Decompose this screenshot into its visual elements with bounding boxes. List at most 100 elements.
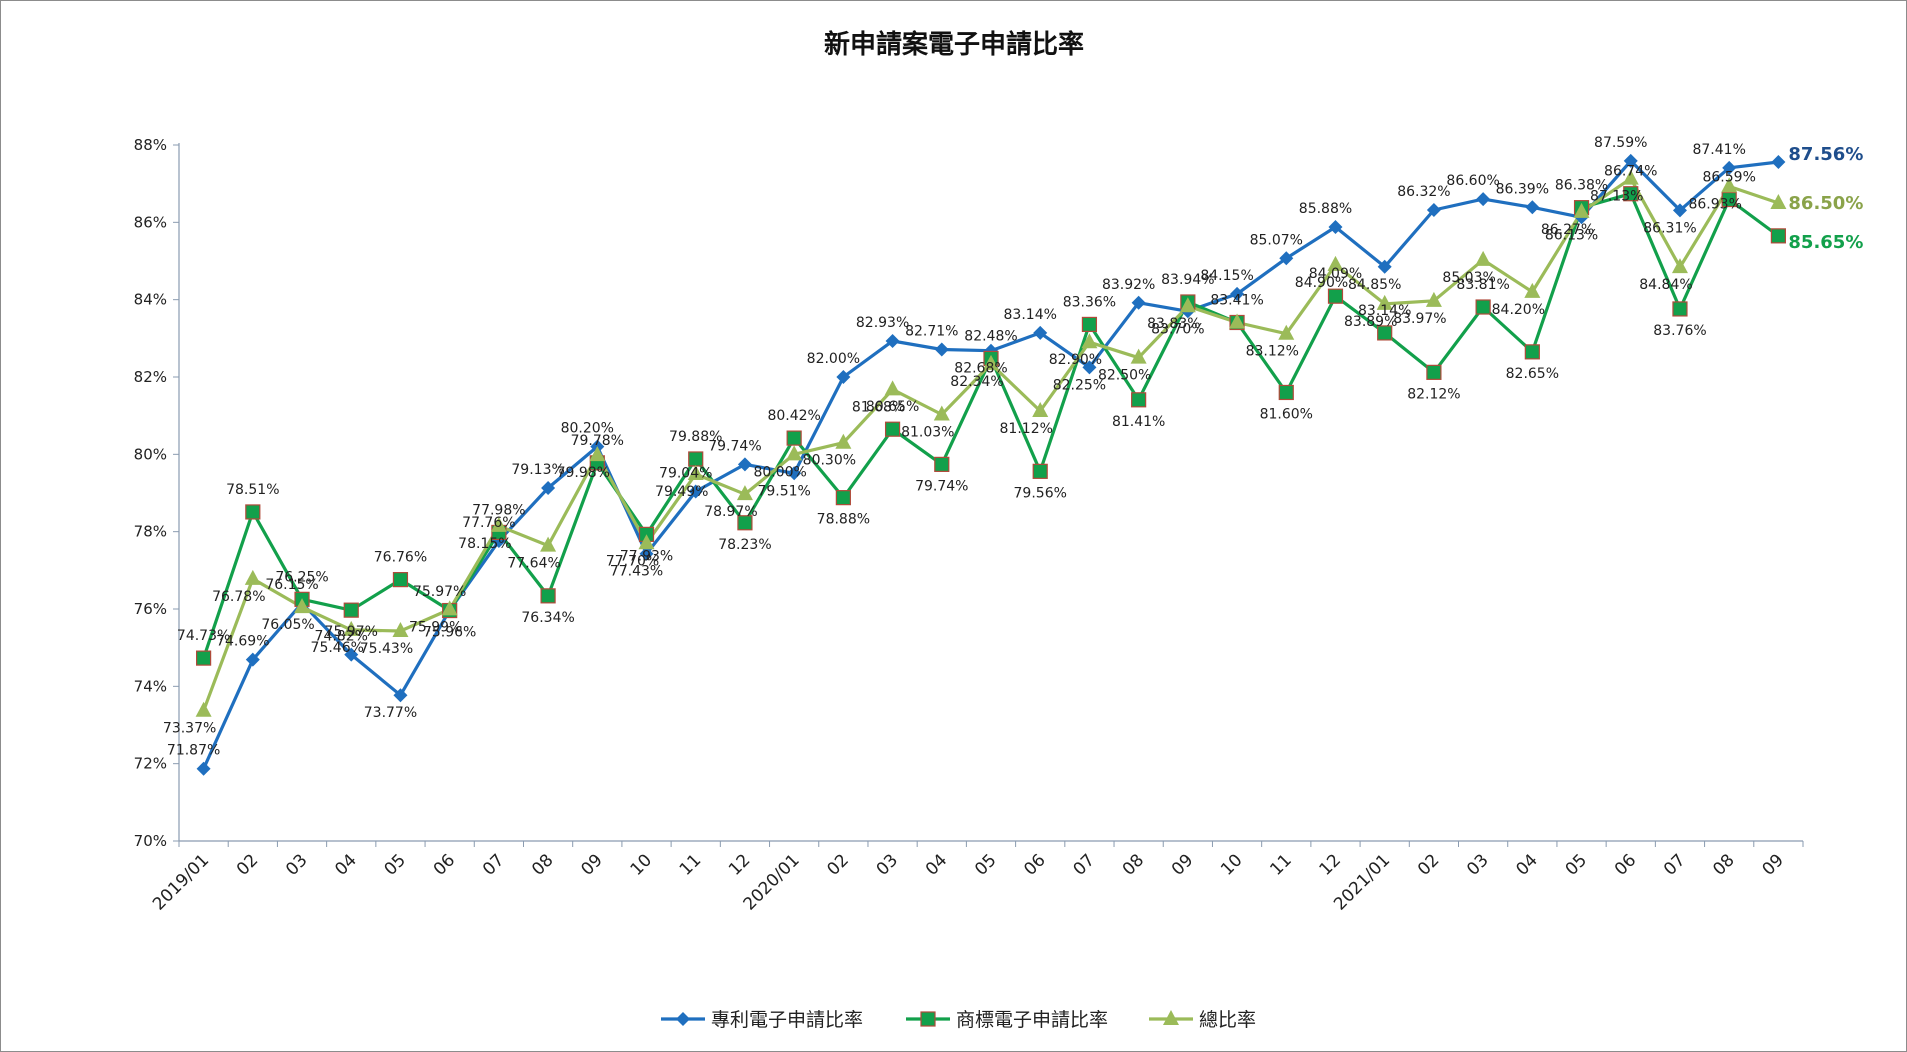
diamond-marker [1525, 200, 1539, 214]
x-tick-label: 11 [1266, 850, 1295, 879]
x-tick-label: 08 [1119, 850, 1148, 879]
data-label: 75.99% [409, 619, 462, 635]
x-tick-label: 06 [1020, 850, 1049, 879]
y-tick-label: 74% [134, 677, 167, 695]
end-labels: 87.56%85.65%86.50% [1788, 144, 1863, 253]
square-marker [787, 431, 801, 445]
data-label: 82.65% [1506, 366, 1559, 382]
data-label: 83.97% [1393, 311, 1446, 327]
diamond-marker [197, 762, 211, 776]
data-label: 84.90% [1295, 275, 1348, 291]
x-tick-label: 05 [1562, 850, 1591, 879]
square-marker [836, 491, 850, 505]
x-tick-label: 05 [381, 850, 410, 879]
data-label: 79.49% [655, 484, 708, 500]
data-label: 71.87% [167, 743, 220, 759]
data-label: 79.56% [1014, 485, 1067, 501]
data-label: 86.74% [1604, 164, 1657, 180]
data-label: 79.78% [571, 433, 624, 449]
data-label: 75.43% [360, 641, 413, 657]
data-label: 79.51% [757, 483, 810, 499]
x-tick-label: 02 [233, 850, 262, 879]
end-label-3: 86.50% [1788, 193, 1863, 214]
y-tick-label: 78% [134, 523, 167, 541]
square-marker [689, 452, 703, 466]
data-label: 75.46% [311, 640, 364, 656]
legend: 專利電子申請比率商標電子申請比率總比率 [661, 1009, 1256, 1031]
data-label: 81.60% [1260, 406, 1313, 422]
legend-entry: 商標電子申請比率 [956, 1009, 1108, 1031]
data-label: 76.78% [212, 589, 265, 605]
square-marker [393, 573, 407, 587]
data-label: 82.48% [964, 328, 1017, 344]
data-label: 76.05% [261, 617, 314, 633]
x-tick-label: 10 [1217, 850, 1246, 879]
legend-diamond-marker [676, 1012, 690, 1026]
square-marker [344, 603, 358, 617]
triangle-marker [885, 380, 901, 395]
y-tick-label: 72% [134, 755, 167, 773]
end-label-2: 85.65% [1788, 232, 1863, 253]
data-label: 79.04% [659, 465, 712, 481]
data-label: 74.73% [177, 628, 230, 644]
y-tick-label: 84% [134, 291, 167, 309]
series-lines [204, 161, 1779, 769]
x-tick-label: 09 [577, 850, 606, 879]
data-labels: 71.87%74.69%76.15%74.82%73.77%75.97%77.7… [163, 135, 1756, 759]
x-tick-label: 09 [1168, 850, 1197, 879]
data-label: 82.50% [1098, 368, 1151, 384]
data-label: 79.74% [915, 478, 968, 494]
data-label: 84.20% [1492, 302, 1545, 318]
x-tick-label: 09 [1758, 850, 1787, 879]
data-label: 75.97% [325, 624, 378, 640]
data-label: 77.70% [606, 553, 659, 569]
square-marker [1328, 289, 1342, 303]
x-tick-label: 04 [331, 850, 360, 879]
data-label: 82.12% [1407, 386, 1460, 402]
square-marker [886, 422, 900, 436]
x-tick-label: 04 [922, 850, 951, 879]
chart-frame: 新申請案電子申請比率 70%72%74%76%78%80%82%84%86%88… [0, 0, 1907, 1052]
data-label: 80.30% [803, 453, 856, 469]
axes: 70%72%74%76%78%80%82%84%86%88%2019/01020… [134, 136, 1803, 914]
x-tick-label: 08 [1709, 850, 1738, 879]
square-marker [197, 651, 211, 665]
data-label: 86.59% [1702, 170, 1755, 186]
x-tick-label: 08 [528, 850, 557, 879]
square-marker [935, 457, 949, 471]
data-label: 77.98% [472, 502, 525, 518]
data-label: 76.34% [521, 610, 574, 626]
square-marker [1132, 393, 1146, 407]
y-tick-label: 70% [134, 832, 167, 850]
data-label: 78.23% [718, 537, 771, 553]
x-tick-label: 03 [282, 850, 311, 879]
x-tick-label: 12 [725, 850, 754, 879]
data-label: 86.60% [1446, 173, 1499, 189]
x-tick-label: 10 [627, 850, 656, 879]
data-label: 81.68% [852, 399, 905, 415]
x-tick-label: 03 [873, 850, 902, 879]
data-label: 83.36% [1063, 294, 1116, 310]
diamond-marker [1476, 192, 1490, 206]
data-label: 83.76% [1653, 323, 1706, 339]
data-label: 80.42% [767, 408, 820, 424]
x-tick-label: 02 [1414, 850, 1443, 879]
x-tick-label: 03 [1463, 850, 1492, 879]
data-label: 79.88% [669, 429, 722, 445]
data-label: 73.77% [364, 705, 417, 721]
legend-entry: 總比率 [1199, 1009, 1256, 1031]
data-label: 79.98% [557, 465, 610, 481]
data-label: 87.41% [1692, 142, 1745, 158]
diamond-marker [935, 343, 949, 357]
data-label: 80.00% [753, 464, 806, 480]
x-tick-label: 07 [1660, 850, 1689, 879]
triangle-marker [1475, 251, 1491, 266]
legend-square-marker [921, 1012, 935, 1026]
diamond-marker [738, 457, 752, 471]
square-marker [246, 505, 260, 519]
data-label: 83.94% [1161, 272, 1214, 288]
data-label: 82.93% [856, 315, 909, 331]
data-label: 78.51% [226, 482, 279, 498]
data-label: 83.83% [1147, 316, 1200, 332]
data-label: 86.32% [1397, 184, 1450, 200]
